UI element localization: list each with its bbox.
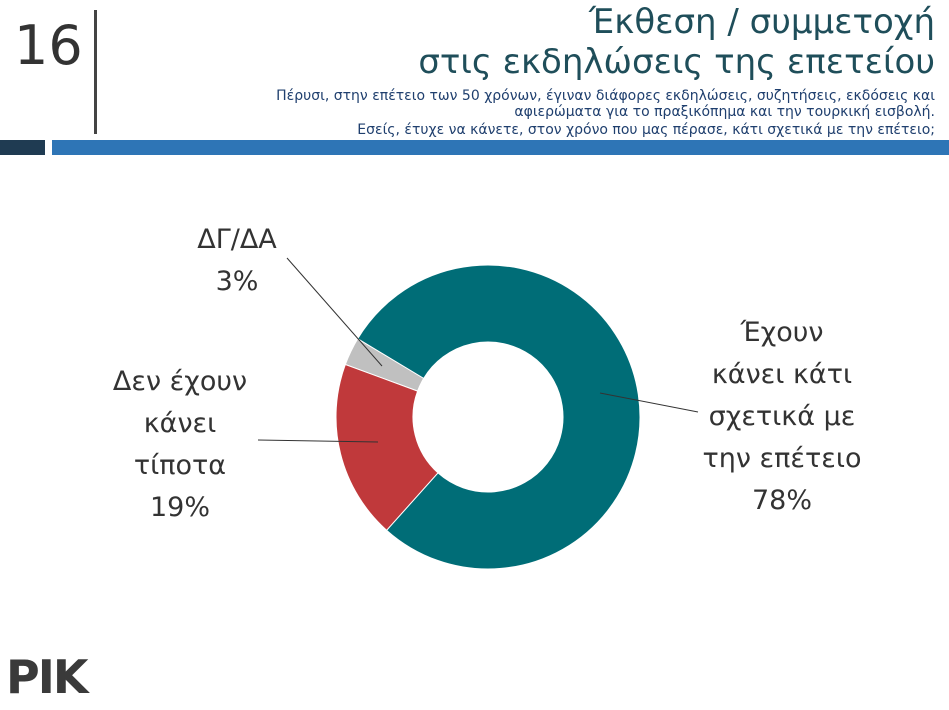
donut-slice [335,363,439,532]
subtitle: Εσείς, έτυχε να κάνετε, στον χρόνο που μ… [357,122,935,138]
logo: ΡΙΚ [6,650,88,704]
slice-label: Δεν έχουν κάνει τίποτα 19% [113,361,247,529]
title: στις εκδηλώσεις της επετείου [418,42,935,82]
page-number: 16 [14,14,83,77]
slice-label: Έχουν κάνει κάτι σχετικά με την επέτειο 7… [703,312,862,522]
leader-line [257,439,379,443]
category-label: ΔΓ/ΔΑ [197,224,277,255]
subtitle: Πέρυσι, στην επέτειο των 50 χρόνων, έγιν… [276,88,935,104]
category-label: Δεν έχουν κάνει τίποτα [112,366,248,481]
donut-slice [357,264,641,570]
header-bar [0,140,45,155]
leader-line [599,392,699,413]
slice-label: ΔΓ/ΔΑ 3% [197,219,277,303]
divider [94,10,97,134]
leader-line [286,257,383,367]
category-label: Έχουν κάνει κάτι σχετικά με την επέτειο [702,317,862,474]
value-label: 19% [149,492,210,523]
value-label: 78% [751,485,813,516]
subtitle: αφιερώματα για το πραξικόπημα και την το… [514,104,935,120]
value-label: 3% [215,266,259,297]
header-bar [52,140,949,155]
title: Έκθεση / συμμετοχή [588,2,935,42]
